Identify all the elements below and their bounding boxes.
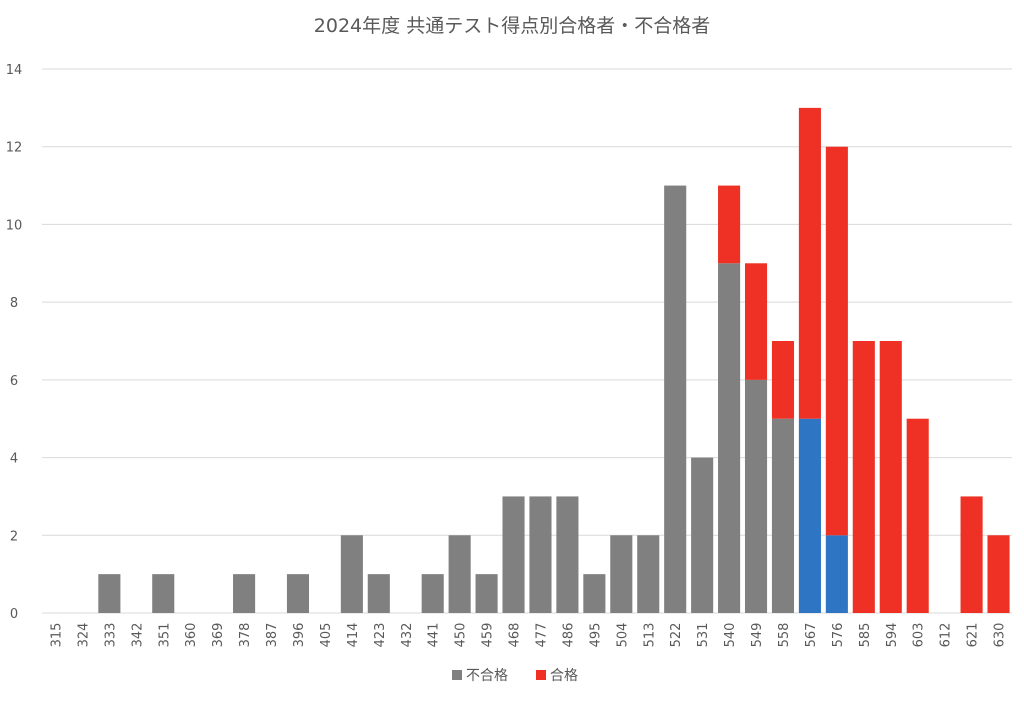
y-tick-label: 10 xyxy=(6,218,23,233)
bar-594-series-1 xyxy=(879,341,902,613)
bar-558-series-0 xyxy=(771,418,795,613)
bar-621-series-1 xyxy=(960,496,983,613)
y-tick-label: 12 xyxy=(6,141,23,156)
bar-396-series-0 xyxy=(286,574,310,613)
x-tick-label: 342 xyxy=(130,623,145,648)
bar-585-series-1 xyxy=(852,341,875,613)
x-tick-label: 594 xyxy=(885,623,900,648)
chart-title: 2024年度 共通テスト得点別合格者・不合格者 xyxy=(314,15,710,37)
bar-522-series-0 xyxy=(664,185,687,614)
x-axis-ticks: 315 324 333 342 351 360 369 378 387 396 405 414 423 4… xyxy=(49,623,1007,648)
legend-label-0: 不合格 xyxy=(466,668,508,684)
bar-540-series-1 xyxy=(718,185,741,264)
x-tick-label: 612 xyxy=(939,623,954,648)
bar-378-series-0 xyxy=(233,574,256,613)
x-tick-label: 477 xyxy=(534,623,549,648)
y-tick-label: 2 xyxy=(10,529,18,544)
bar-540-series-0 xyxy=(718,263,741,613)
legend: 不合格 合格 xyxy=(452,668,578,684)
y-tick-label: 14 xyxy=(6,63,23,78)
y-tick-label: 0 xyxy=(10,607,18,622)
x-tick-label: 522 xyxy=(669,623,684,648)
x-tick-label: 441 xyxy=(427,623,442,648)
bar-567-series-0 xyxy=(798,418,821,613)
y-tick-label: 8 xyxy=(10,296,18,311)
bar-441-series-0 xyxy=(421,574,444,613)
bar-549-series-1 xyxy=(744,263,768,380)
x-tick-label: 396 xyxy=(292,623,307,648)
y-tick-label: 4 xyxy=(10,452,18,467)
x-tick-label: 324 xyxy=(76,623,91,648)
x-tick-label: 585 xyxy=(858,623,873,648)
bar-576-series-0 xyxy=(825,535,848,613)
x-tick-label: 558 xyxy=(777,623,792,648)
bar-486-series-0 xyxy=(556,496,579,613)
bar-603-series-1 xyxy=(906,418,929,613)
x-tick-label: 567 xyxy=(804,623,819,648)
bars xyxy=(98,107,1010,614)
x-tick-label: 621 xyxy=(966,623,981,648)
x-tick-label: 360 xyxy=(184,623,199,648)
bar-576-series-1 xyxy=(825,146,848,536)
y-tick-label: 6 xyxy=(10,374,18,389)
bar-414-series-0 xyxy=(340,535,363,613)
bar-567-series-1 xyxy=(798,107,821,419)
x-tick-label: 486 xyxy=(561,623,576,648)
bar-477-series-0 xyxy=(529,496,552,613)
x-tick-label: 315 xyxy=(49,623,64,648)
x-tick-label: 459 xyxy=(481,623,496,648)
x-tick-label: 432 xyxy=(400,623,415,648)
x-tick-label: 630 xyxy=(993,623,1008,648)
x-tick-label: 495 xyxy=(588,623,603,648)
x-tick-label: 333 xyxy=(103,623,118,648)
x-tick-label: 378 xyxy=(238,623,253,648)
legend-swatch-0 xyxy=(452,670,462,680)
gridlines xyxy=(42,68,1012,614)
x-tick-label: 576 xyxy=(831,623,846,648)
bar-468-series-0 xyxy=(502,496,525,613)
bar-423-series-0 xyxy=(367,574,390,613)
bar-450-series-0 xyxy=(448,535,471,613)
bar-531-series-0 xyxy=(691,457,714,613)
x-tick-label: 504 xyxy=(615,623,630,648)
bar-333-series-0 xyxy=(98,574,121,613)
bar-558-series-1 xyxy=(771,341,795,419)
x-tick-label: 423 xyxy=(373,623,388,648)
x-tick-label: 468 xyxy=(508,623,523,648)
x-tick-label: 450 xyxy=(454,623,469,648)
bar-351-series-0 xyxy=(152,574,175,613)
x-tick-label: 603 xyxy=(912,623,927,648)
legend-swatch-1 xyxy=(536,670,546,680)
x-tick-label: 531 xyxy=(696,623,711,648)
x-tick-label: 540 xyxy=(723,623,738,648)
bar-513-series-0 xyxy=(637,535,660,613)
x-tick-label: 369 xyxy=(211,623,226,648)
legend-label-1: 合格 xyxy=(550,668,578,684)
bar-630-series-1 xyxy=(987,535,1010,613)
bar-459-series-0 xyxy=(475,574,498,613)
x-tick-label: 405 xyxy=(319,623,334,648)
x-tick-label: 414 xyxy=(346,623,361,648)
bar-495-series-0 xyxy=(583,574,606,613)
bar-549-series-0 xyxy=(744,379,768,613)
x-tick-label: 513 xyxy=(642,623,657,648)
x-tick-label: 549 xyxy=(750,623,765,648)
y-axis-ticks: 0 2 4 6 8 10 12 14 xyxy=(6,63,23,622)
x-tick-label: 351 xyxy=(157,623,172,648)
bar-504-series-0 xyxy=(610,535,633,613)
x-tick-label: 387 xyxy=(265,623,280,648)
